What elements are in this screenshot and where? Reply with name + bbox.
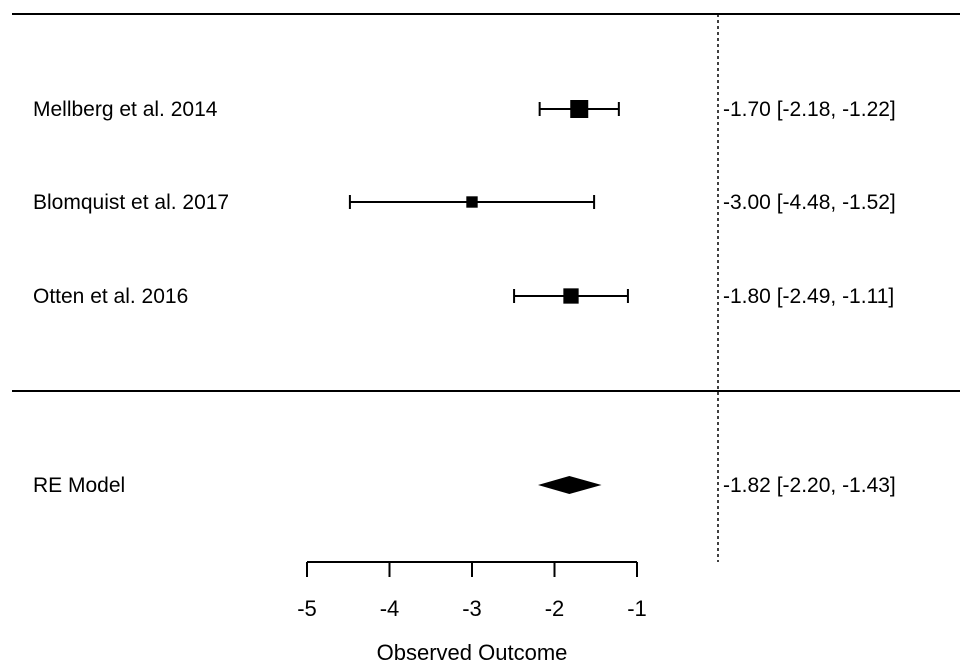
summary-diamond (538, 476, 602, 494)
ci-text: -1.80 [-2.49, -1.11] (723, 285, 894, 308)
x-tick-label: -5 (297, 596, 317, 621)
study-row: Otten et al. 2016 -1.80 [-2.49, -1.11] (33, 285, 894, 308)
study-label: Otten et al. 2016 (33, 285, 188, 308)
x-tick-label: -3 (462, 596, 482, 621)
point-estimate (466, 196, 478, 208)
x-tick-label: -2 (545, 596, 565, 621)
study-row: Blomquist et al. 2017 -3.00 [-4.48, -1.52… (33, 191, 896, 214)
point-estimate (570, 100, 589, 118)
x-axis-title: Observed Outcome (377, 640, 568, 665)
summary-label: RE Model (33, 474, 125, 497)
ci-text: -1.70 [-2.18, -1.22] (723, 98, 896, 121)
study-label: Blomquist et al. 2017 (33, 191, 229, 214)
studies-layer: Mellberg et al. 2014 -1.70 [-2.18, -1.22]… (33, 98, 896, 308)
summary-layer: RE Model -1.82 [-2.20, -1.43] (33, 474, 896, 497)
study-label: Mellberg et al. 2014 (33, 98, 218, 121)
point-estimate (563, 288, 579, 304)
x-tick-label: -4 (380, 596, 400, 621)
x-tick-label: -1 (627, 596, 647, 621)
summary-ci-text: -1.82 [-2.20, -1.43] (723, 474, 896, 497)
ci-text: -3.00 [-4.48, -1.52] (723, 191, 896, 214)
x-axis: -5 -4 -3 -2 -1 (297, 561, 647, 621)
study-row: Mellberg et al. 2014 -1.70 [-2.18, -1.22] (33, 98, 896, 121)
